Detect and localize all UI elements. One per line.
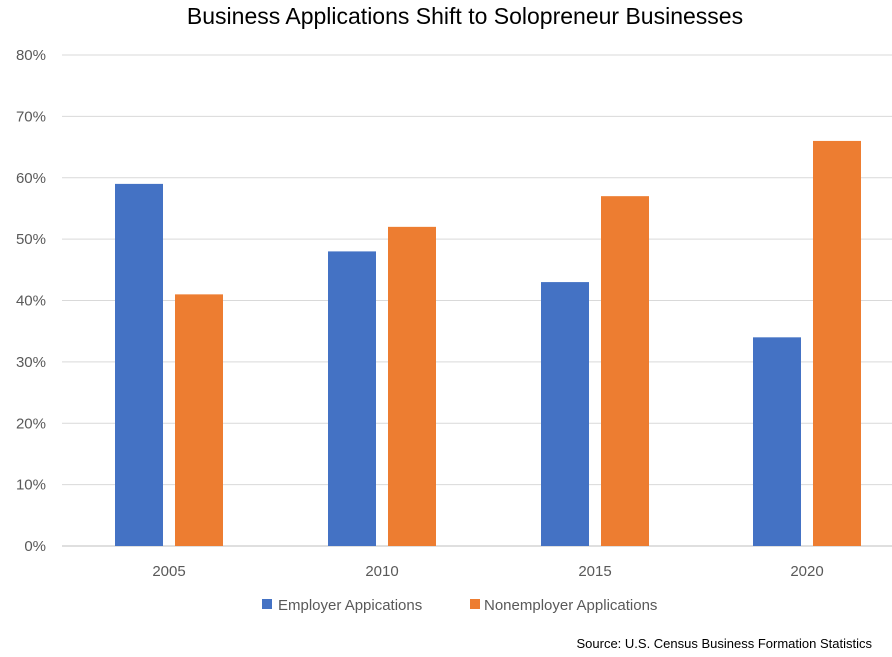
y-tick-label: 40% [16, 293, 46, 310]
x-axis-ticks: 2005 2010 2015 2020 [152, 563, 823, 580]
legend-label: Nonemployer Applications [484, 597, 657, 614]
y-tick-label: 20% [16, 415, 46, 432]
y-tick-label: 30% [16, 354, 46, 371]
chart-title: Business Applications Shift to Soloprene… [187, 3, 743, 29]
legend-label: Employer Appications [278, 597, 422, 614]
bar-nonemployer-2010 [388, 226, 436, 546]
bar-nonemployer-2020 [813, 140, 861, 547]
x-tick-label: 2020 [790, 563, 823, 580]
y-tick-label: 10% [16, 477, 46, 494]
bar-nonemployer-2015 [601, 196, 649, 546]
x-tick-label: 2010 [365, 563, 398, 580]
legend-swatch [470, 599, 480, 609]
y-axis-ticks: 0% 10% 20% 30% 40% 50% 60% 70% 80% [16, 47, 46, 555]
x-tick-label: 2015 [578, 563, 611, 580]
bar-employer-2005 [115, 183, 163, 546]
source-note: Source: U.S. Census Business Formation S… [576, 636, 872, 651]
bar-employer-2020 [753, 337, 801, 546]
bar-nonemployer-2005 [175, 294, 223, 546]
bars [115, 140, 861, 547]
y-tick-label: 80% [16, 47, 46, 64]
legend: Employer Appications Nonemployer Applicat… [262, 597, 657, 614]
bar-employer-2010 [328, 251, 376, 546]
legend-swatch [262, 599, 272, 609]
y-tick-label: 50% [16, 231, 46, 248]
y-tick-label: 60% [16, 170, 46, 187]
bar-employer-2015 [541, 282, 589, 546]
y-tick-label: 70% [16, 108, 46, 125]
x-tick-label: 2005 [152, 563, 185, 580]
y-tick-label: 0% [24, 538, 46, 555]
